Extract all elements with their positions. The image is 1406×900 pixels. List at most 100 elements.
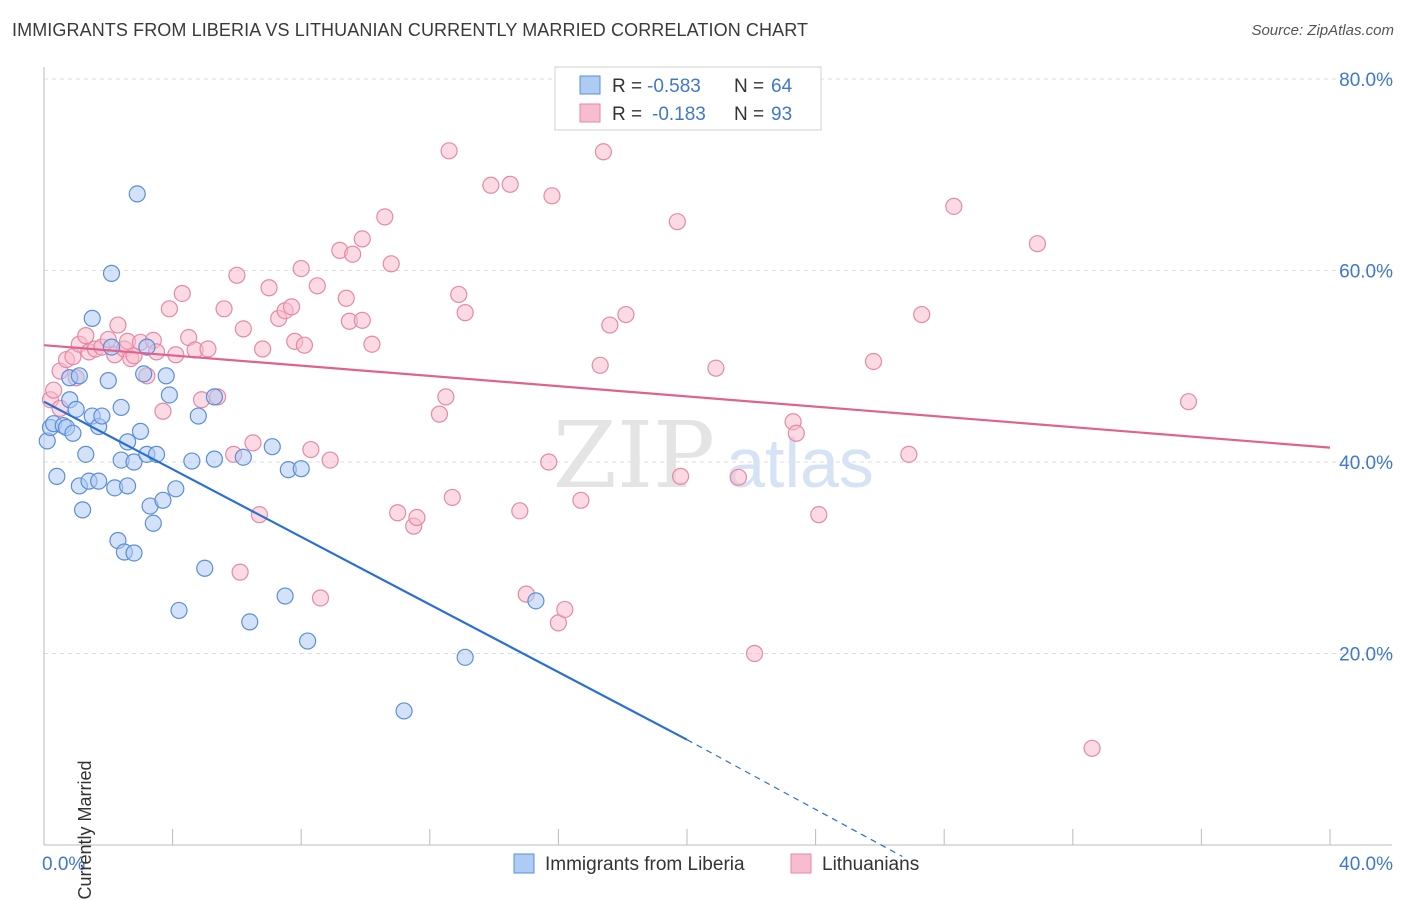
trend-line-liberia bbox=[43, 400, 688, 741]
data-point-liberia bbox=[73, 501, 92, 519]
data-point-liberia bbox=[70, 367, 88, 385]
legend-n-label: N = bbox=[734, 104, 764, 125]
data-point-lithuanians bbox=[430, 405, 449, 423]
y-tick-label: 20.0% bbox=[1339, 645, 1393, 666]
legend-n-value-lithuanians: 93 bbox=[771, 104, 792, 125]
legend-r-value-lithuanians: -0.183 bbox=[652, 104, 706, 125]
legend-swatch-liberia bbox=[513, 853, 535, 874]
data-point-liberia bbox=[102, 264, 121, 282]
y-axis-label: Currently Married bbox=[75, 760, 96, 900]
data-point-lithuanians bbox=[450, 285, 468, 304]
data-point-lithuanians bbox=[501, 175, 519, 193]
data-point-lithuanians bbox=[1179, 393, 1198, 411]
data-point-lithuanians bbox=[337, 289, 355, 307]
data-point-liberia bbox=[83, 309, 101, 327]
data-point-lithuanians bbox=[234, 320, 252, 338]
data-point-liberia bbox=[125, 453, 143, 471]
data-point-lithuanians bbox=[707, 359, 725, 377]
data-point-lithuanians bbox=[482, 176, 500, 194]
data-point-lithuanians bbox=[363, 335, 381, 353]
y-tick-label: 80.0% bbox=[1339, 70, 1393, 91]
data-point-lithuanians bbox=[154, 402, 172, 420]
data-point-liberia bbox=[241, 613, 259, 631]
y-axis-label-wrap: Currently Married bbox=[4, 360, 95, 899]
data-point-lithuanians bbox=[443, 488, 461, 507]
data-point-lithuanians bbox=[591, 356, 609, 374]
trend-line-lithuanians bbox=[43, 344, 1331, 449]
trend-lines bbox=[43, 344, 1331, 858]
data-point-liberia bbox=[77, 445, 95, 463]
data-point-lithuanians bbox=[864, 352, 883, 371]
data-point-lithuanians bbox=[353, 230, 371, 248]
data-point-liberia bbox=[99, 372, 117, 390]
x-tick-label: 0.0% bbox=[42, 854, 85, 875]
data-point-lithuanians bbox=[408, 508, 426, 527]
data-point-liberia bbox=[48, 467, 66, 485]
series-liberia bbox=[38, 185, 545, 720]
data-point-liberia bbox=[135, 365, 153, 383]
data-point-liberia bbox=[144, 514, 162, 532]
y-tick-label: 60.0% bbox=[1339, 262, 1393, 283]
data-point-liberia bbox=[189, 407, 207, 425]
data-point-lithuanians bbox=[556, 600, 574, 619]
data-point-liberia bbox=[125, 544, 143, 562]
series-legend: Immigrants from Liberia Lithuanians bbox=[513, 853, 919, 875]
data-point-lithuanians bbox=[440, 142, 458, 160]
data-point-lithuanians bbox=[244, 434, 262, 452]
data-point-liberia bbox=[167, 480, 185, 498]
data-point-liberia bbox=[456, 648, 474, 666]
data-point-lithuanians bbox=[572, 491, 590, 509]
data-point-lithuanians bbox=[540, 453, 558, 471]
source-credit: Source: ZipAtlas.com bbox=[1251, 22, 1394, 39]
data-point-liberia bbox=[196, 559, 214, 577]
data-point-liberia bbox=[154, 491, 172, 509]
y-tick-label: 40.0% bbox=[1339, 453, 1393, 474]
data-point-lithuanians bbox=[382, 255, 400, 273]
data-point-lithuanians bbox=[231, 563, 249, 581]
data-point-liberia bbox=[118, 477, 137, 495]
data-point-lithuanians bbox=[913, 305, 931, 324]
data-point-lithuanians bbox=[77, 327, 95, 345]
data-point-liberia bbox=[527, 592, 545, 610]
axes bbox=[43, 67, 1392, 846]
data-point-lithuanians bbox=[353, 311, 371, 329]
data-point-liberia bbox=[170, 601, 188, 620]
data-point-lithuanians bbox=[810, 506, 828, 524]
data-point-lithuanians bbox=[215, 300, 233, 318]
data-point-lithuanians bbox=[282, 298, 301, 316]
data-point-lithuanians bbox=[302, 440, 320, 459]
data-point-lithuanians bbox=[344, 245, 362, 263]
data-point-liberia bbox=[205, 388, 223, 406]
data-point-lithuanians bbox=[260, 279, 278, 297]
data-point-liberia bbox=[157, 367, 175, 385]
data-point-lithuanians bbox=[601, 316, 619, 334]
data-point-lithuanians bbox=[199, 340, 217, 358]
data-point-lithuanians bbox=[543, 187, 561, 205]
watermark: ZIP atlas bbox=[553, 402, 874, 509]
data-point-lithuanians bbox=[109, 316, 127, 334]
data-point-liberia bbox=[93, 407, 111, 425]
data-point-liberia bbox=[395, 702, 413, 720]
legend-swatch-lithuanians bbox=[579, 103, 601, 123]
trend-line-liberia-extension bbox=[686, 739, 903, 858]
legend-label-lithuanians: Lithuanians bbox=[822, 854, 919, 875]
x-tick-labels: 0.0% 40.0% bbox=[42, 854, 1393, 875]
correlation-legend: R = -0.583 N = 64 R = -0.183 N = 93 bbox=[554, 66, 822, 131]
data-point-lithuanians bbox=[945, 197, 963, 215]
legend-label-liberia: Immigrants from Liberia bbox=[545, 854, 745, 875]
data-point-liberia bbox=[205, 450, 223, 468]
watermark-zip: ZIP bbox=[553, 402, 715, 509]
data-point-liberia bbox=[138, 338, 156, 356]
data-point-lithuanians bbox=[292, 259, 310, 278]
data-point-liberia bbox=[102, 338, 121, 356]
data-point-lithuanians bbox=[668, 213, 686, 231]
data-point-lithuanians bbox=[456, 304, 474, 322]
data-point-lithuanians bbox=[745, 644, 764, 663]
x-tick-label: 40.0% bbox=[1339, 854, 1393, 875]
legend-swatch-lithuanians bbox=[790, 853, 812, 874]
y-tick-labels: 80.0% 60.0% 40.0% 20.0% bbox=[1339, 70, 1393, 666]
data-point-lithuanians bbox=[389, 504, 407, 522]
data-point-liberia bbox=[234, 448, 252, 466]
data-point-liberia bbox=[292, 460, 310, 478]
